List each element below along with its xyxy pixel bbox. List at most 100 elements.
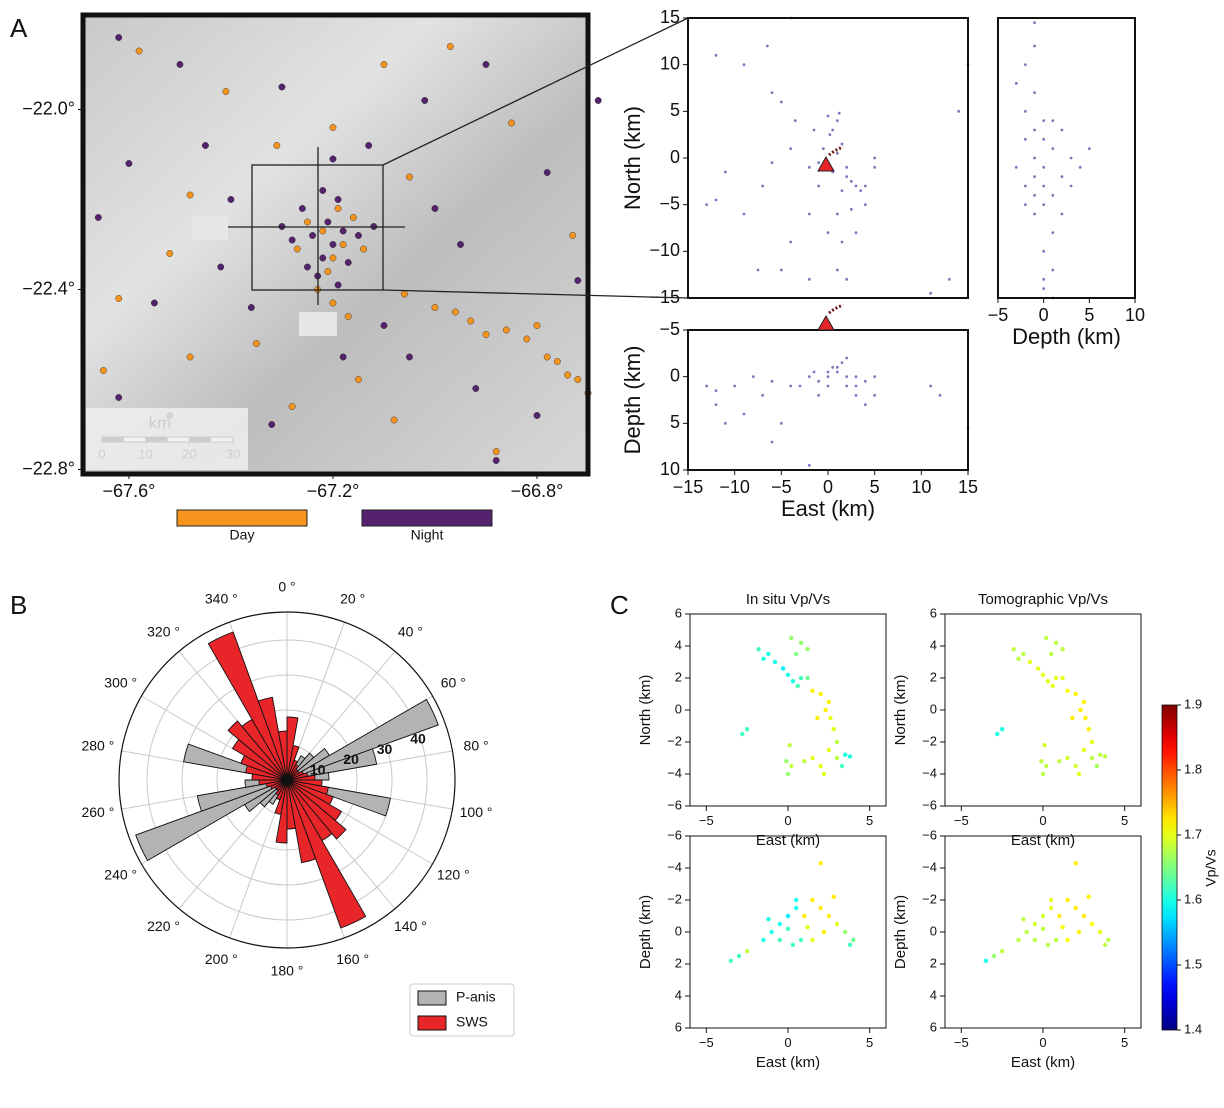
data-point — [769, 929, 774, 935]
data-point — [533, 412, 541, 419]
data-point — [247, 304, 255, 311]
y-tick-label: −2 — [922, 733, 937, 748]
data-point — [1016, 656, 1021, 661]
zoom-line — [382, 289, 689, 299]
data-point — [723, 170, 727, 174]
data-point — [1081, 747, 1087, 753]
data-point — [787, 743, 792, 748]
data-point — [1042, 184, 1046, 188]
polar-frame — [118, 611, 456, 949]
data-point — [733, 384, 737, 388]
data-point — [492, 448, 500, 455]
data-point — [176, 61, 184, 68]
angle-label: 120 ° — [437, 867, 470, 883]
x-tick-label: 5 — [1121, 813, 1128, 828]
data-point — [705, 203, 709, 207]
angle-label: 100 ° — [460, 804, 493, 820]
data-point — [742, 212, 746, 216]
data-point — [482, 331, 490, 338]
data-point — [705, 384, 709, 388]
y-axis-label: North (km) — [637, 675, 654, 746]
data-point — [523, 335, 531, 343]
panel-label: C — [610, 590, 629, 620]
x-tick-label: −5 — [988, 305, 1009, 325]
data-point — [793, 119, 797, 123]
legend-swatch — [176, 509, 308, 527]
data-point — [849, 207, 853, 211]
data-point — [1033, 212, 1036, 216]
data-point — [533, 322, 541, 329]
angle-label: 80 ° — [464, 737, 489, 753]
y-tick-label: 4 — [930, 637, 937, 652]
data-point — [115, 394, 123, 401]
panel-label: B — [10, 590, 27, 620]
data-point — [744, 727, 750, 732]
colorbar-tick-label: 1.5 — [1184, 956, 1202, 971]
y-tick-label: −5 — [659, 319, 680, 339]
data-point — [854, 393, 858, 397]
data-point — [823, 707, 828, 713]
data-point — [766, 651, 771, 657]
data-point — [1042, 277, 1046, 281]
data-point — [1051, 231, 1055, 235]
angle-label: 200 ° — [205, 951, 238, 967]
data-point — [1048, 905, 1054, 911]
data-point — [344, 313, 352, 320]
data-point — [1089, 921, 1095, 927]
data-point — [840, 361, 844, 365]
data-point — [186, 353, 194, 361]
data-point — [288, 236, 296, 244]
data-point — [100, 367, 107, 374]
data-point — [851, 937, 856, 943]
data-point — [1044, 763, 1049, 769]
data-point — [807, 165, 811, 169]
y-tick-label: 4 — [675, 987, 682, 1002]
map-overlay — [228, 17, 689, 305]
data-point — [166, 250, 174, 257]
data-point — [202, 142, 209, 149]
x-tick-label: 0 — [1039, 813, 1046, 828]
data-point — [1040, 672, 1046, 677]
rose-bar — [286, 779, 367, 929]
data-point — [812, 128, 816, 132]
x-tick-label: −5 — [699, 1035, 714, 1050]
data-point — [789, 147, 793, 151]
data-point — [802, 913, 807, 919]
data-point — [736, 953, 742, 959]
data-point — [835, 370, 839, 374]
data-point — [845, 384, 849, 388]
data-point — [1060, 675, 1065, 681]
x-tick-label: 10 — [1125, 305, 1145, 325]
data-point — [761, 656, 766, 661]
data-point — [828, 715, 833, 721]
data-point — [1102, 942, 1108, 947]
data-point — [1024, 184, 1027, 188]
data-point — [714, 53, 718, 57]
data-point — [1081, 699, 1087, 705]
data-point — [1069, 184, 1073, 188]
data-point — [406, 353, 413, 361]
data-point — [406, 173, 413, 181]
data-point — [761, 937, 766, 943]
data-point — [421, 97, 429, 104]
data-point — [999, 949, 1005, 954]
data-point — [543, 169, 551, 176]
data-point — [288, 403, 296, 410]
x-tick-label: 0 — [784, 813, 791, 828]
plot-frame — [944, 835, 1142, 1029]
data-point — [1048, 651, 1054, 657]
data-point — [1073, 861, 1078, 866]
x-tick-label: 0 — [1039, 305, 1049, 325]
data-point — [756, 268, 760, 272]
data-point — [790, 942, 796, 947]
data-point — [826, 384, 830, 388]
chart-title: In situ Vp/Vs — [746, 591, 830, 608]
data-point — [334, 205, 342, 212]
data-point — [115, 295, 123, 302]
y-tick-label: 6 — [675, 605, 682, 620]
angle-label: 320 ° — [147, 624, 180, 640]
legend-label: P-anis — [456, 989, 496, 1005]
data-point — [1021, 651, 1026, 657]
data-point — [1042, 203, 1046, 207]
data-point — [1024, 203, 1027, 207]
